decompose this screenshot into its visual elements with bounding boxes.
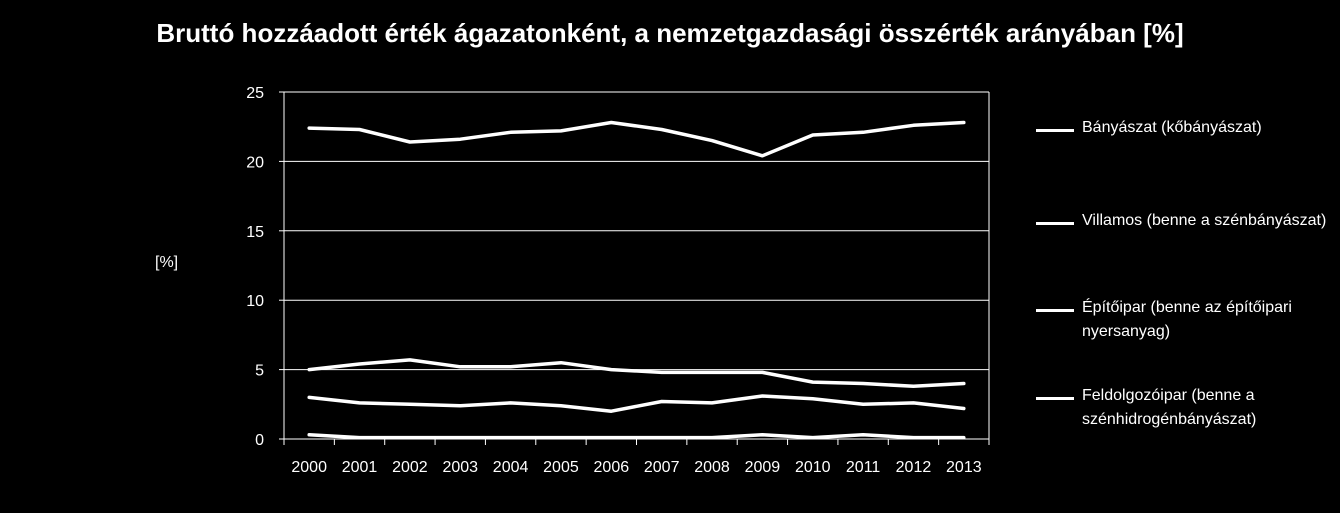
x-tick-label: 2005 [543, 459, 579, 476]
legend-swatch [1036, 397, 1074, 400]
x-tick-label: 2007 [644, 459, 680, 476]
legend-label: Építőipar (benne az építőipari nyersanya… [1082, 299, 1292, 340]
y-tick-label: 5 [255, 363, 264, 380]
gridlines [284, 91, 989, 371]
series-line-3 [307, 120, 966, 158]
x-tick-label: 2010 [795, 459, 831, 476]
chart-title: Bruttó hozzáadott érték ágazatonként, a … [156, 18, 1184, 48]
legend-item-feldolgozoipar: Feldolgozóipar (benne a szénhidrogénbány… [1036, 384, 1336, 444]
x-tick-label: 2008 [694, 459, 730, 476]
x-tick-label: 2006 [594, 459, 630, 476]
series-lines [307, 120, 966, 440]
x-tick-label: 2011 [846, 459, 881, 476]
legend-label: Bányászat (kőbányászat) [1082, 119, 1262, 136]
legend-swatch [1036, 222, 1074, 225]
y-tick-labels: 0 5 10 15 20 25 [246, 85, 264, 449]
x-tick-label: 2012 [896, 459, 932, 476]
legend-item-epitoipar: Építőipar (benne az építőipari nyersanya… [1036, 296, 1336, 356]
x-tick-label: 2003 [442, 459, 478, 476]
axes [279, 91, 990, 445]
series-line-2 [307, 358, 966, 389]
x-tick-label: 2013 [946, 459, 982, 476]
legend-item-banyaszat: Bányászat (kőbányászat) [1036, 116, 1336, 176]
x-tick-label: 2000 [291, 459, 327, 476]
y-axis-label: [%] [155, 254, 179, 271]
legend-label: Feldolgozóipar (benne a szénhidrogénbány… [1082, 387, 1257, 428]
legend-swatch [1036, 129, 1074, 132]
x-tick-label: 2004 [493, 459, 529, 476]
legend-item-villamos: Villamos (benne a szénbányászat) [1036, 209, 1336, 269]
x-tick-label: 2009 [745, 459, 781, 476]
series-line-1 [307, 394, 966, 413]
x-tick-label: 2001 [342, 459, 378, 476]
legend-label: Villamos (benne a szénbányászat) [1082, 212, 1327, 229]
y-tick-label: 25 [246, 85, 264, 102]
y-tick-label: 15 [246, 224, 264, 241]
y-tick-label: 20 [246, 154, 264, 171]
legend-swatch [1036, 309, 1074, 312]
y-tick-label: 10 [246, 293, 264, 310]
y-tick-label: 0 [255, 432, 264, 449]
series-line-0 [307, 433, 966, 440]
x-tick-labels: 2000 2001 2002 2003 2004 2005 2006 2007 2008 2009… [291, 459, 981, 476]
x-tick-label: 2002 [392, 459, 428, 476]
